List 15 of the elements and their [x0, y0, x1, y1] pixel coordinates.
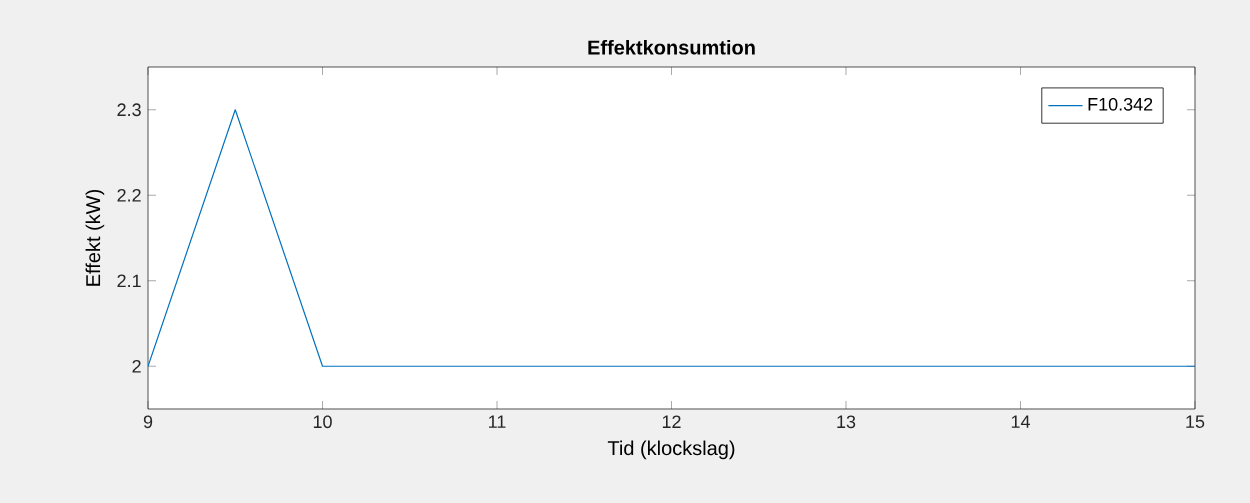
y-tick-label: 2	[132, 359, 141, 373]
x-axis-title: Tid (klockslag)	[607, 440, 735, 460]
y-tick-label: 2.1	[117, 274, 141, 288]
x-tick-label: 10	[313, 415, 332, 429]
x-tick-label: 13	[837, 415, 856, 429]
x-tick-label: 9	[143, 415, 153, 429]
x-tick-label: 15	[1186, 415, 1205, 428]
y-tick-label: 2.3	[117, 103, 141, 117]
x-tick-label: 11	[489, 415, 506, 428]
y-tick-label: 2.2	[117, 188, 141, 202]
y-axis-title: Effekt (kW)	[85, 189, 105, 286]
legend-label: F10.342	[1088, 97, 1153, 111]
x-tick-label: 14	[1011, 415, 1030, 428]
chart-title: Effektkonsumtion	[588, 39, 755, 55]
x-tick-label: 12	[662, 415, 681, 428]
